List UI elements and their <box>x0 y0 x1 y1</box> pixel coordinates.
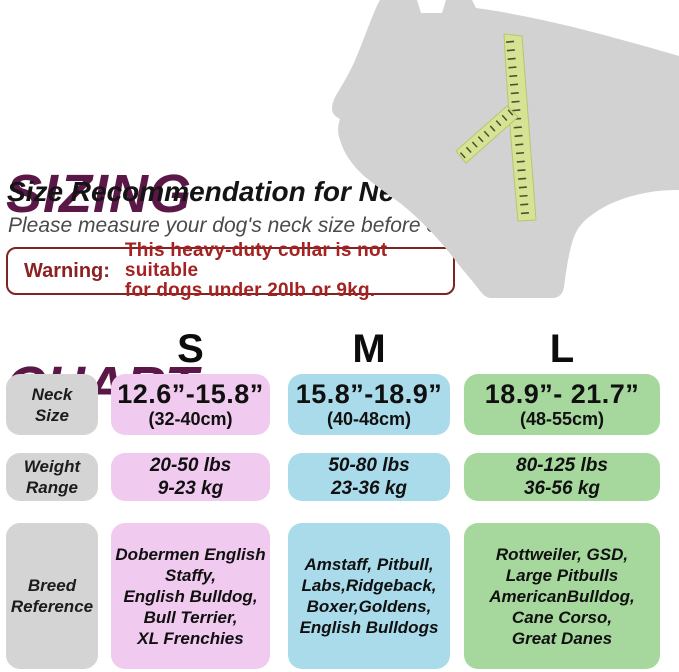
row-label-weight-range-text: Weight Range <box>23 457 81 497</box>
breed-reference-l-text: Rottweiler, GSD, Large Pitbulls American… <box>489 544 635 648</box>
cell-breed-reference-m: Amstaff, Pitbull, Labs,Ridgeback, Boxer,… <box>288 523 450 669</box>
neck-size-s-cm: (32-40cm) <box>148 409 233 429</box>
warning-label: Warning: <box>24 259 110 282</box>
row-label-neck-size-text: Neck Size <box>31 384 73 425</box>
row-label-breed-reference: Breed Reference <box>6 523 98 669</box>
neck-size-s-inches: 12.6”-15.8” <box>117 379 264 409</box>
neck-size-m-cm: (40-48cm) <box>326 409 412 429</box>
neck-size-m-inches: 15.8”-18.9” <box>295 379 443 409</box>
size-header-s: S <box>177 327 204 371</box>
cell-breed-reference-s: Dobermen English Staffy, English Bulldog… <box>111 523 270 669</box>
dog-body-shape <box>332 0 679 298</box>
dog-illustration <box>330 0 679 310</box>
page-title-line1: SIZING <box>6 164 193 224</box>
cell-neck-size-l: 18.9”- 21.7” (48-55cm) <box>464 374 660 435</box>
cell-neck-size-s: 12.6”-15.8” (32-40cm) <box>111 374 270 435</box>
cell-neck-size-m: 15.8”-18.9” (40-48cm) <box>288 374 450 435</box>
cell-breed-reference-l: Rottweiler, GSD, Large Pitbulls American… <box>464 523 660 669</box>
row-label-weight-range: Weight Range <box>6 453 98 501</box>
cell-weight-range-l: 80-125 lbs 36-56 kg <box>464 453 660 501</box>
breed-reference-m-text: Amstaff, Pitbull, Labs,Ridgeback, Boxer,… <box>299 555 439 637</box>
cell-weight-range-m: 50-80 lbs 23-36 kg <box>288 453 450 501</box>
size-header-m: M <box>352 327 386 371</box>
row-label-neck-size: Neck Size <box>6 374 98 435</box>
row-label-breed-reference-text: Breed Reference <box>10 576 94 616</box>
dog-silhouette-icon <box>332 0 679 298</box>
size-header-l: L <box>549 327 575 371</box>
measuring-tape-branch-ticks <box>459 109 514 159</box>
breed-reference-s-text: Dobermen English Staffy, English Bulldog… <box>115 544 266 648</box>
subtitle: Size Recommendation for Neck <box>7 176 426 207</box>
neck-size-l-inches: 18.9”- 21.7” <box>484 379 640 409</box>
weight-range-m-text: 50-80 lbs 23-36 kg <box>328 455 410 499</box>
cell-weight-range-s: 20-50 lbs 9-23 kg <box>111 453 270 501</box>
measure-note: Please measure your dog's neck size befo… <box>8 214 504 237</box>
warning-box: Warning: This heavy-duty collar is not s… <box>6 241 455 301</box>
neck-size-l-cm: (48-55cm) <box>519 409 605 429</box>
warning-text: This heavy-duty collar is not suitable f… <box>124 240 388 301</box>
weight-range-s-text: 20-50 lbs 9-23 kg <box>149 455 232 499</box>
weight-range-l-text: 80-125 lbs 36-56 kg <box>516 455 608 499</box>
